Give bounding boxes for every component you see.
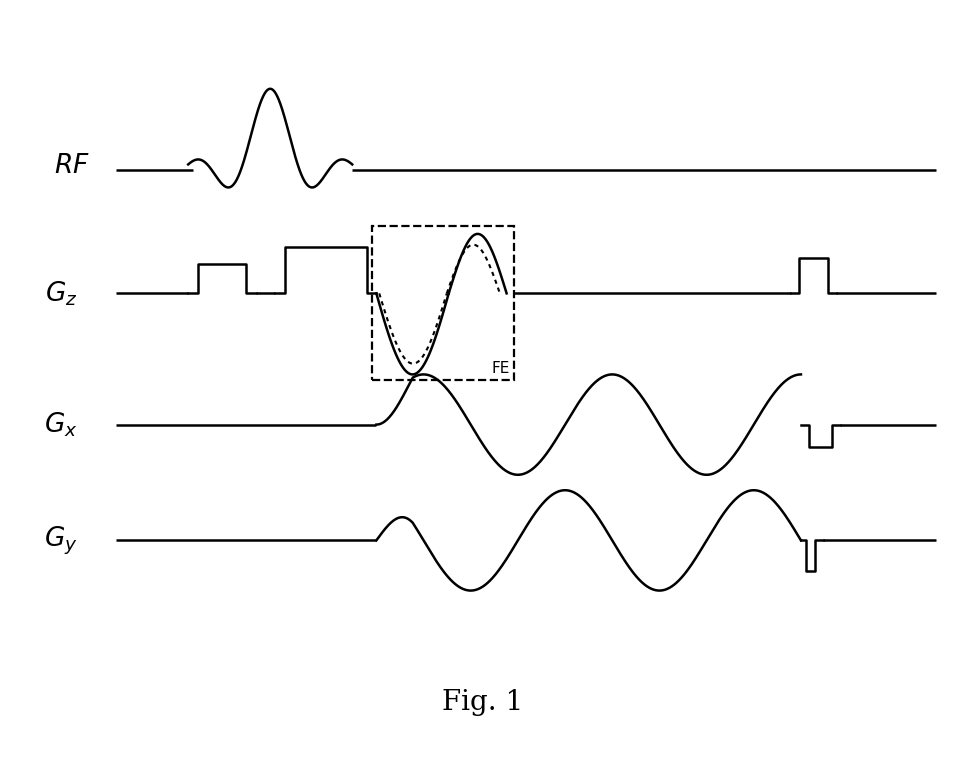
Bar: [372, 225, 514, 380]
Text: $G_x$: $G_x$: [44, 411, 77, 438]
Text: FE: FE: [491, 361, 510, 376]
Text: $G_z$: $G_z$: [44, 279, 77, 307]
Text: $G_y$: $G_y$: [44, 524, 77, 557]
Text: Fig. 1: Fig. 1: [442, 689, 523, 716]
Text: $RF$: $RF$: [54, 154, 91, 178]
